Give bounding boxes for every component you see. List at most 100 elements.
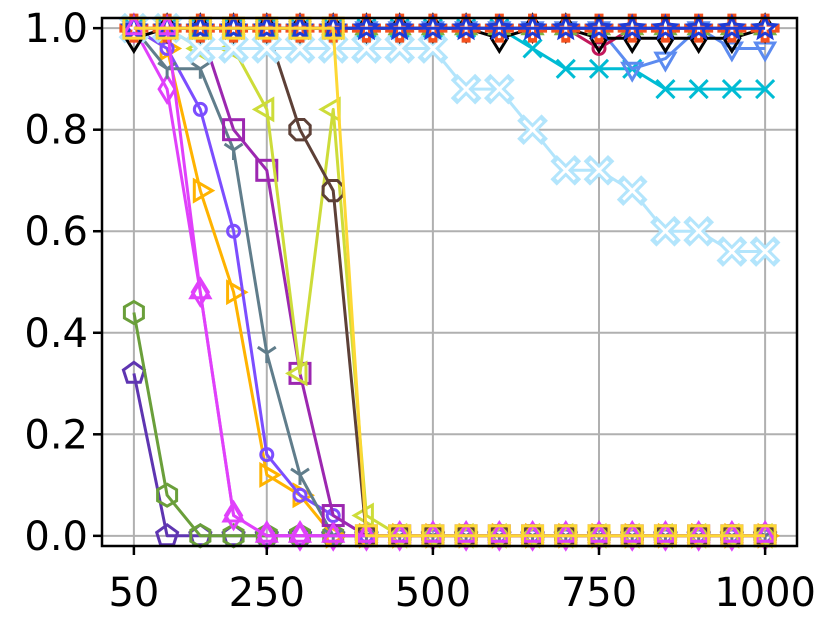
data-point	[555, 160, 576, 181]
x-tick-label: 750	[561, 570, 637, 616]
y-tick-label: 0.6	[24, 209, 88, 255]
data-point	[157, 73, 177, 105]
data-point	[518, 13, 547, 41]
data-point	[223, 38, 244, 59]
data-point	[620, 61, 645, 83]
data-point	[226, 279, 249, 306]
data-point	[586, 521, 612, 543]
data-point	[551, 13, 580, 41]
data-point	[285, 13, 315, 41]
data-point	[385, 13, 414, 41]
data-point	[753, 521, 778, 543]
data-point	[487, 521, 512, 543]
data-point	[188, 278, 213, 300]
x-tick-label: 50	[108, 570, 159, 616]
data-point	[655, 221, 676, 242]
series-10	[118, 12, 781, 267]
x-tick-label: 250	[229, 570, 305, 616]
data-point	[688, 221, 709, 242]
data-point	[285, 360, 308, 387]
data-point	[356, 38, 377, 59]
x-tick-label: 1000	[714, 570, 816, 616]
data-point	[321, 179, 345, 203]
data-point	[418, 13, 448, 41]
series-layer	[118, 12, 781, 552]
data-point	[226, 223, 242, 239]
axes: 50 250 500 750 1000 0.0 0.2 0.4 0.6 0.8 1.0	[24, 6, 816, 616]
data-point	[389, 38, 410, 59]
data-point	[553, 521, 578, 543]
data-point	[255, 158, 279, 182]
data-point	[259, 461, 282, 488]
data-point	[454, 521, 479, 543]
data-point	[655, 79, 676, 100]
y-tick-label: 0.8	[24, 108, 88, 154]
data-point	[684, 13, 713, 41]
data-point	[186, 13, 215, 41]
data-point	[721, 79, 742, 100]
data-point	[192, 101, 208, 117]
data-point	[256, 38, 277, 59]
data-point	[456, 79, 477, 100]
data-point	[620, 521, 645, 543]
data-point	[721, 241, 742, 262]
data-point	[259, 447, 275, 463]
data-point	[288, 118, 312, 142]
data-point	[485, 13, 514, 41]
data-point	[686, 521, 711, 543]
data-point	[422, 38, 443, 59]
data-point	[522, 38, 543, 59]
data-point	[287, 521, 313, 543]
data-point	[289, 38, 311, 59]
data-point	[622, 180, 643, 201]
y-tick-label: 0.2	[24, 412, 88, 458]
y-tick-label: 1.0	[24, 6, 88, 52]
data-point	[588, 160, 610, 181]
data-point	[522, 119, 543, 140]
data-point	[489, 79, 510, 100]
data-point	[222, 118, 246, 142]
data-point	[555, 58, 576, 79]
data-point	[688, 79, 709, 100]
data-point	[719, 41, 744, 63]
data-point	[251, 96, 275, 123]
data-point	[190, 61, 211, 79]
data-point	[121, 14, 146, 36]
y-tick-label: 0.4	[24, 311, 88, 357]
data-point	[192, 177, 216, 204]
data-point	[755, 241, 776, 262]
data-point	[750, 13, 780, 41]
data-point	[584, 13, 614, 41]
data-point	[618, 13, 647, 41]
y-tick-label: 0.0	[24, 514, 88, 560]
data-point	[755, 79, 776, 100]
data-point	[354, 521, 379, 543]
data-point	[154, 522, 180, 547]
data-point	[352, 13, 381, 41]
data-point	[292, 487, 308, 503]
data-point	[290, 467, 310, 485]
data-point	[451, 13, 481, 41]
data-point	[651, 13, 680, 41]
data-point	[155, 14, 180, 36]
data-point	[420, 521, 445, 543]
data-point	[252, 13, 281, 41]
data-point	[719, 521, 744, 543]
data-point	[653, 521, 678, 543]
data-point	[122, 299, 145, 326]
data-point	[588, 58, 610, 79]
data-point	[254, 521, 279, 543]
data-point	[387, 521, 412, 543]
data-point	[190, 38, 211, 59]
data-point	[520, 521, 545, 543]
plot-frame	[100, 16, 799, 548]
x-tick-label: 500	[395, 570, 471, 616]
data-point	[156, 482, 179, 508]
data-point	[221, 501, 246, 523]
data-point	[223, 142, 244, 160]
data-point	[321, 521, 346, 543]
data-point	[219, 13, 248, 41]
data-point	[256, 345, 277, 364]
